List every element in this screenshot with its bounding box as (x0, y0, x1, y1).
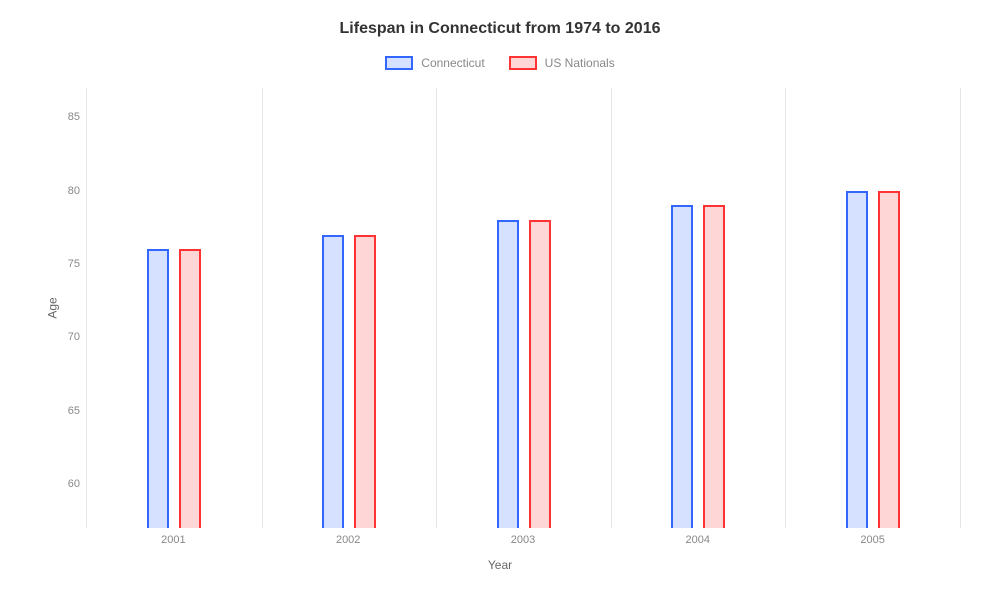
y-tick: 80 (68, 185, 80, 197)
y-tick: 65 (68, 405, 80, 417)
x-axis-label: Year (30, 558, 970, 572)
legend-swatch (385, 56, 413, 70)
grid-line (960, 88, 961, 528)
plot-wrap: Age 606570758085 (86, 88, 960, 528)
grid-line (611, 88, 612, 528)
x-tick: 2001 (161, 534, 185, 546)
legend-label: US Nationals (545, 56, 615, 70)
legend-item: Connecticut (385, 56, 484, 70)
bar-group (671, 88, 725, 528)
x-tick: 2002 (336, 534, 360, 546)
legend-label: Connecticut (421, 56, 484, 70)
bar (703, 205, 725, 528)
bar (671, 205, 693, 528)
x-tick: 2004 (686, 534, 710, 546)
bar (497, 220, 519, 528)
grid-line (262, 88, 263, 528)
grid-line (785, 88, 786, 528)
grid-line (436, 88, 437, 528)
x-tick: 2003 (511, 534, 535, 546)
bar (147, 249, 169, 528)
bar-group (147, 88, 201, 528)
bar (322, 235, 344, 528)
y-tick: 60 (68, 478, 80, 490)
y-ticks: 60 65 70 75 80 85 (50, 88, 80, 528)
bar-group (497, 88, 551, 528)
legend-swatch (509, 56, 537, 70)
x-ticks: 2001 2002 2003 2004 2005 (86, 528, 960, 552)
bar-group (846, 88, 900, 528)
bar (846, 191, 868, 528)
legend-item: US Nationals (509, 56, 615, 70)
bars-layer (87, 88, 960, 528)
chart-title: Lifespan in Connecticut from 1974 to 201… (30, 20, 970, 38)
bar (179, 249, 201, 528)
x-tick: 2005 (860, 534, 884, 546)
legend: Connecticut US Nationals (30, 56, 970, 70)
y-tick: 85 (68, 111, 80, 123)
y-tick: 75 (68, 258, 80, 270)
chart-container: Lifespan in Connecticut from 1974 to 201… (0, 0, 1000, 600)
bar (878, 191, 900, 528)
bar-group (322, 88, 376, 528)
plot-area (86, 88, 960, 528)
y-tick: 70 (68, 331, 80, 343)
bar (354, 235, 376, 528)
bar (529, 220, 551, 528)
